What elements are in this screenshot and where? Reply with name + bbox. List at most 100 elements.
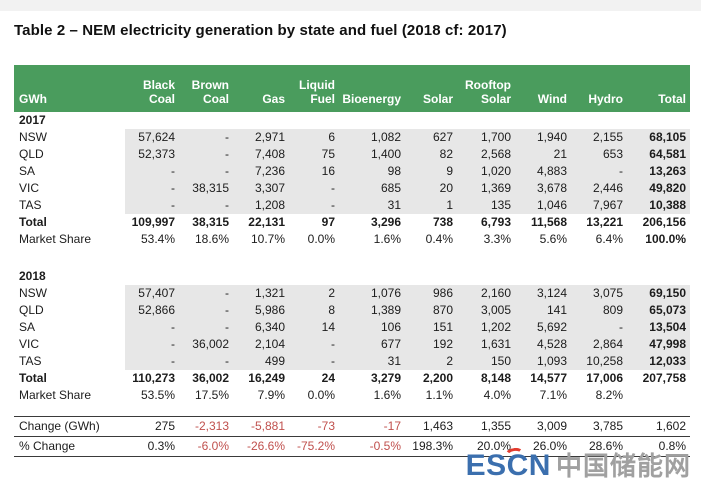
change-cell: -5,881 bbox=[233, 415, 289, 437]
value-cell: 151 bbox=[405, 319, 457, 336]
value-cell: 1,389 bbox=[339, 302, 405, 319]
value-cell: 1,631 bbox=[457, 336, 515, 353]
spacer-cell bbox=[14, 404, 690, 416]
total-cell: 206,156 bbox=[642, 215, 686, 229]
value-cell: 2,971 bbox=[233, 129, 289, 146]
value-cell: 64,581 bbox=[627, 146, 690, 163]
change-cell: -26.6% bbox=[233, 436, 289, 457]
value-cell: 4,528 bbox=[515, 336, 571, 353]
year-row: 2017 bbox=[14, 112, 690, 129]
value-cell: 7,967 bbox=[571, 197, 627, 214]
value-cell: 4,883 bbox=[515, 163, 571, 180]
value-cell: 2,160 bbox=[457, 285, 515, 302]
value-cell: - bbox=[289, 353, 339, 370]
table-row-change: Change (GWh) 275 -2,313 -5,881 -73 -17 1,463 1,… bbox=[14, 415, 690, 437]
state-label: TAS bbox=[19, 354, 42, 368]
year-label: 2017 bbox=[19, 113, 46, 127]
change-cell: 0.3% bbox=[125, 436, 179, 457]
top-strip bbox=[0, 0, 701, 11]
table-row-state: SA - -6,340 14 106 151 1,202 5,692-13,504 bbox=[14, 319, 690, 336]
total-cell: 36,002 bbox=[192, 371, 229, 385]
table-row-state: SA - -7,236 16 98 9 1,020 4,883-13,263 bbox=[14, 163, 690, 180]
header-bioenergy: Bioenergy bbox=[339, 65, 405, 112]
value-cell: 627 bbox=[405, 129, 457, 146]
market-share-cell: 1.6% bbox=[373, 388, 401, 402]
table-row-state: QLD 52,866-5,986 8 1,389 870 3,005 141 809 65,07… bbox=[14, 302, 690, 319]
value-cell: 1,046 bbox=[515, 197, 571, 214]
value-cell: 57,624 bbox=[125, 129, 179, 146]
market-share-label: Market Share bbox=[19, 232, 92, 246]
total-cell: 22,131 bbox=[248, 215, 285, 229]
value-cell: 2,155 bbox=[571, 129, 627, 146]
table-row-state: VIC -36,002 2,104-677 192 1,631 4,528 2,864 47,… bbox=[14, 336, 690, 353]
market-share-cell: 1.6% bbox=[373, 232, 401, 246]
value-cell: 2,568 bbox=[457, 146, 515, 163]
market-share-cell: 18.6% bbox=[194, 232, 229, 246]
value-cell: 68,105 bbox=[627, 129, 690, 146]
market-share-cell: 1.1% bbox=[425, 388, 453, 402]
market-share-cell: 4.0% bbox=[483, 388, 511, 402]
total-cell: 11,568 bbox=[530, 215, 567, 229]
total-cell: 3,296 bbox=[370, 215, 401, 229]
value-cell: 150 bbox=[457, 353, 515, 370]
value-cell: 10,388 bbox=[627, 197, 690, 214]
change-cell: -17 bbox=[339, 415, 405, 437]
market-share-cell: 5.6% bbox=[539, 232, 567, 246]
market-share-cell: 0.4% bbox=[425, 232, 453, 246]
value-cell: - bbox=[125, 353, 179, 370]
total-cell: 109,997 bbox=[131, 215, 175, 229]
state-label: VIC bbox=[19, 181, 40, 195]
header-row: GWh Black Coal Brown Coal Gas Liquid Fue… bbox=[14, 65, 690, 112]
value-cell: 10,258 bbox=[571, 353, 627, 370]
value-cell: - bbox=[179, 129, 233, 146]
value-cell: 986 bbox=[405, 285, 457, 302]
value-cell: 2,864 bbox=[571, 336, 627, 353]
table-row-state: NSW 57,624-2,971 6 1,082 627 1,700 1,940 2,155 6… bbox=[14, 129, 690, 146]
table-row-total: Total 110,273 36,002 16,249 24 3,279 2,200 8,14… bbox=[14, 370, 690, 387]
change-cell: 198.3% bbox=[405, 436, 457, 457]
value-cell: 36,002 bbox=[179, 336, 233, 353]
total-label: Total bbox=[19, 215, 47, 229]
change-cell: -2,313 bbox=[179, 415, 233, 437]
value-cell: 809 bbox=[571, 302, 627, 319]
table-body: 2017 NSW 57,624-2,971 6 1,082 627 1,700 1,940 2,… bbox=[14, 112, 690, 457]
value-cell: - bbox=[179, 146, 233, 163]
value-cell: 1,369 bbox=[457, 180, 515, 197]
total-cell: 16,249 bbox=[248, 371, 285, 385]
value-cell: 52,373 bbox=[125, 146, 179, 163]
value-cell: 1,700 bbox=[457, 129, 515, 146]
change-cell: 20.0% bbox=[457, 436, 515, 457]
table-row-pct-change: % Change 0.3% -6.0% -26.6% -75.2% -0.5% 198.3%… bbox=[14, 436, 690, 457]
table-row-state: VIC -38,315 3,307-685 20 1,369 3,678 2,446 49,8… bbox=[14, 180, 690, 197]
header-brown-coal: Brown Coal bbox=[179, 65, 233, 112]
value-cell: 6 bbox=[289, 129, 339, 146]
table-row-state: TAS - -499-31 2 150 1,093 10,258 12,033 bbox=[14, 353, 690, 370]
value-cell: 13,263 bbox=[627, 163, 690, 180]
value-cell: 7,408 bbox=[233, 146, 289, 163]
change-cell: 26.0% bbox=[515, 436, 571, 457]
value-cell: - bbox=[125, 197, 179, 214]
header-gas: Gas bbox=[233, 65, 289, 112]
value-cell: - bbox=[125, 336, 179, 353]
value-cell: 2 bbox=[289, 285, 339, 302]
value-cell: 499 bbox=[233, 353, 289, 370]
state-label: SA bbox=[19, 164, 36, 178]
year-row: 2018 bbox=[14, 268, 690, 285]
value-cell: 52,866 bbox=[125, 302, 179, 319]
total-cell: 14,577 bbox=[530, 371, 567, 385]
value-cell: 8 bbox=[289, 302, 339, 319]
value-cell: - bbox=[125, 319, 179, 336]
market-share-label: Market Share bbox=[19, 388, 92, 402]
total-cell: 17,006 bbox=[586, 371, 623, 385]
value-cell: 2 bbox=[405, 353, 457, 370]
value-cell: 38,315 bbox=[179, 180, 233, 197]
value-cell: 5,692 bbox=[515, 319, 571, 336]
value-cell: 2,104 bbox=[233, 336, 289, 353]
value-cell: 31 bbox=[339, 353, 405, 370]
value-cell: 135 bbox=[457, 197, 515, 214]
value-cell: 12,033 bbox=[627, 353, 690, 370]
change-label: % Change bbox=[14, 436, 125, 457]
value-cell: 685 bbox=[339, 180, 405, 197]
spacer-cell bbox=[14, 248, 690, 268]
value-cell: 1 bbox=[405, 197, 457, 214]
